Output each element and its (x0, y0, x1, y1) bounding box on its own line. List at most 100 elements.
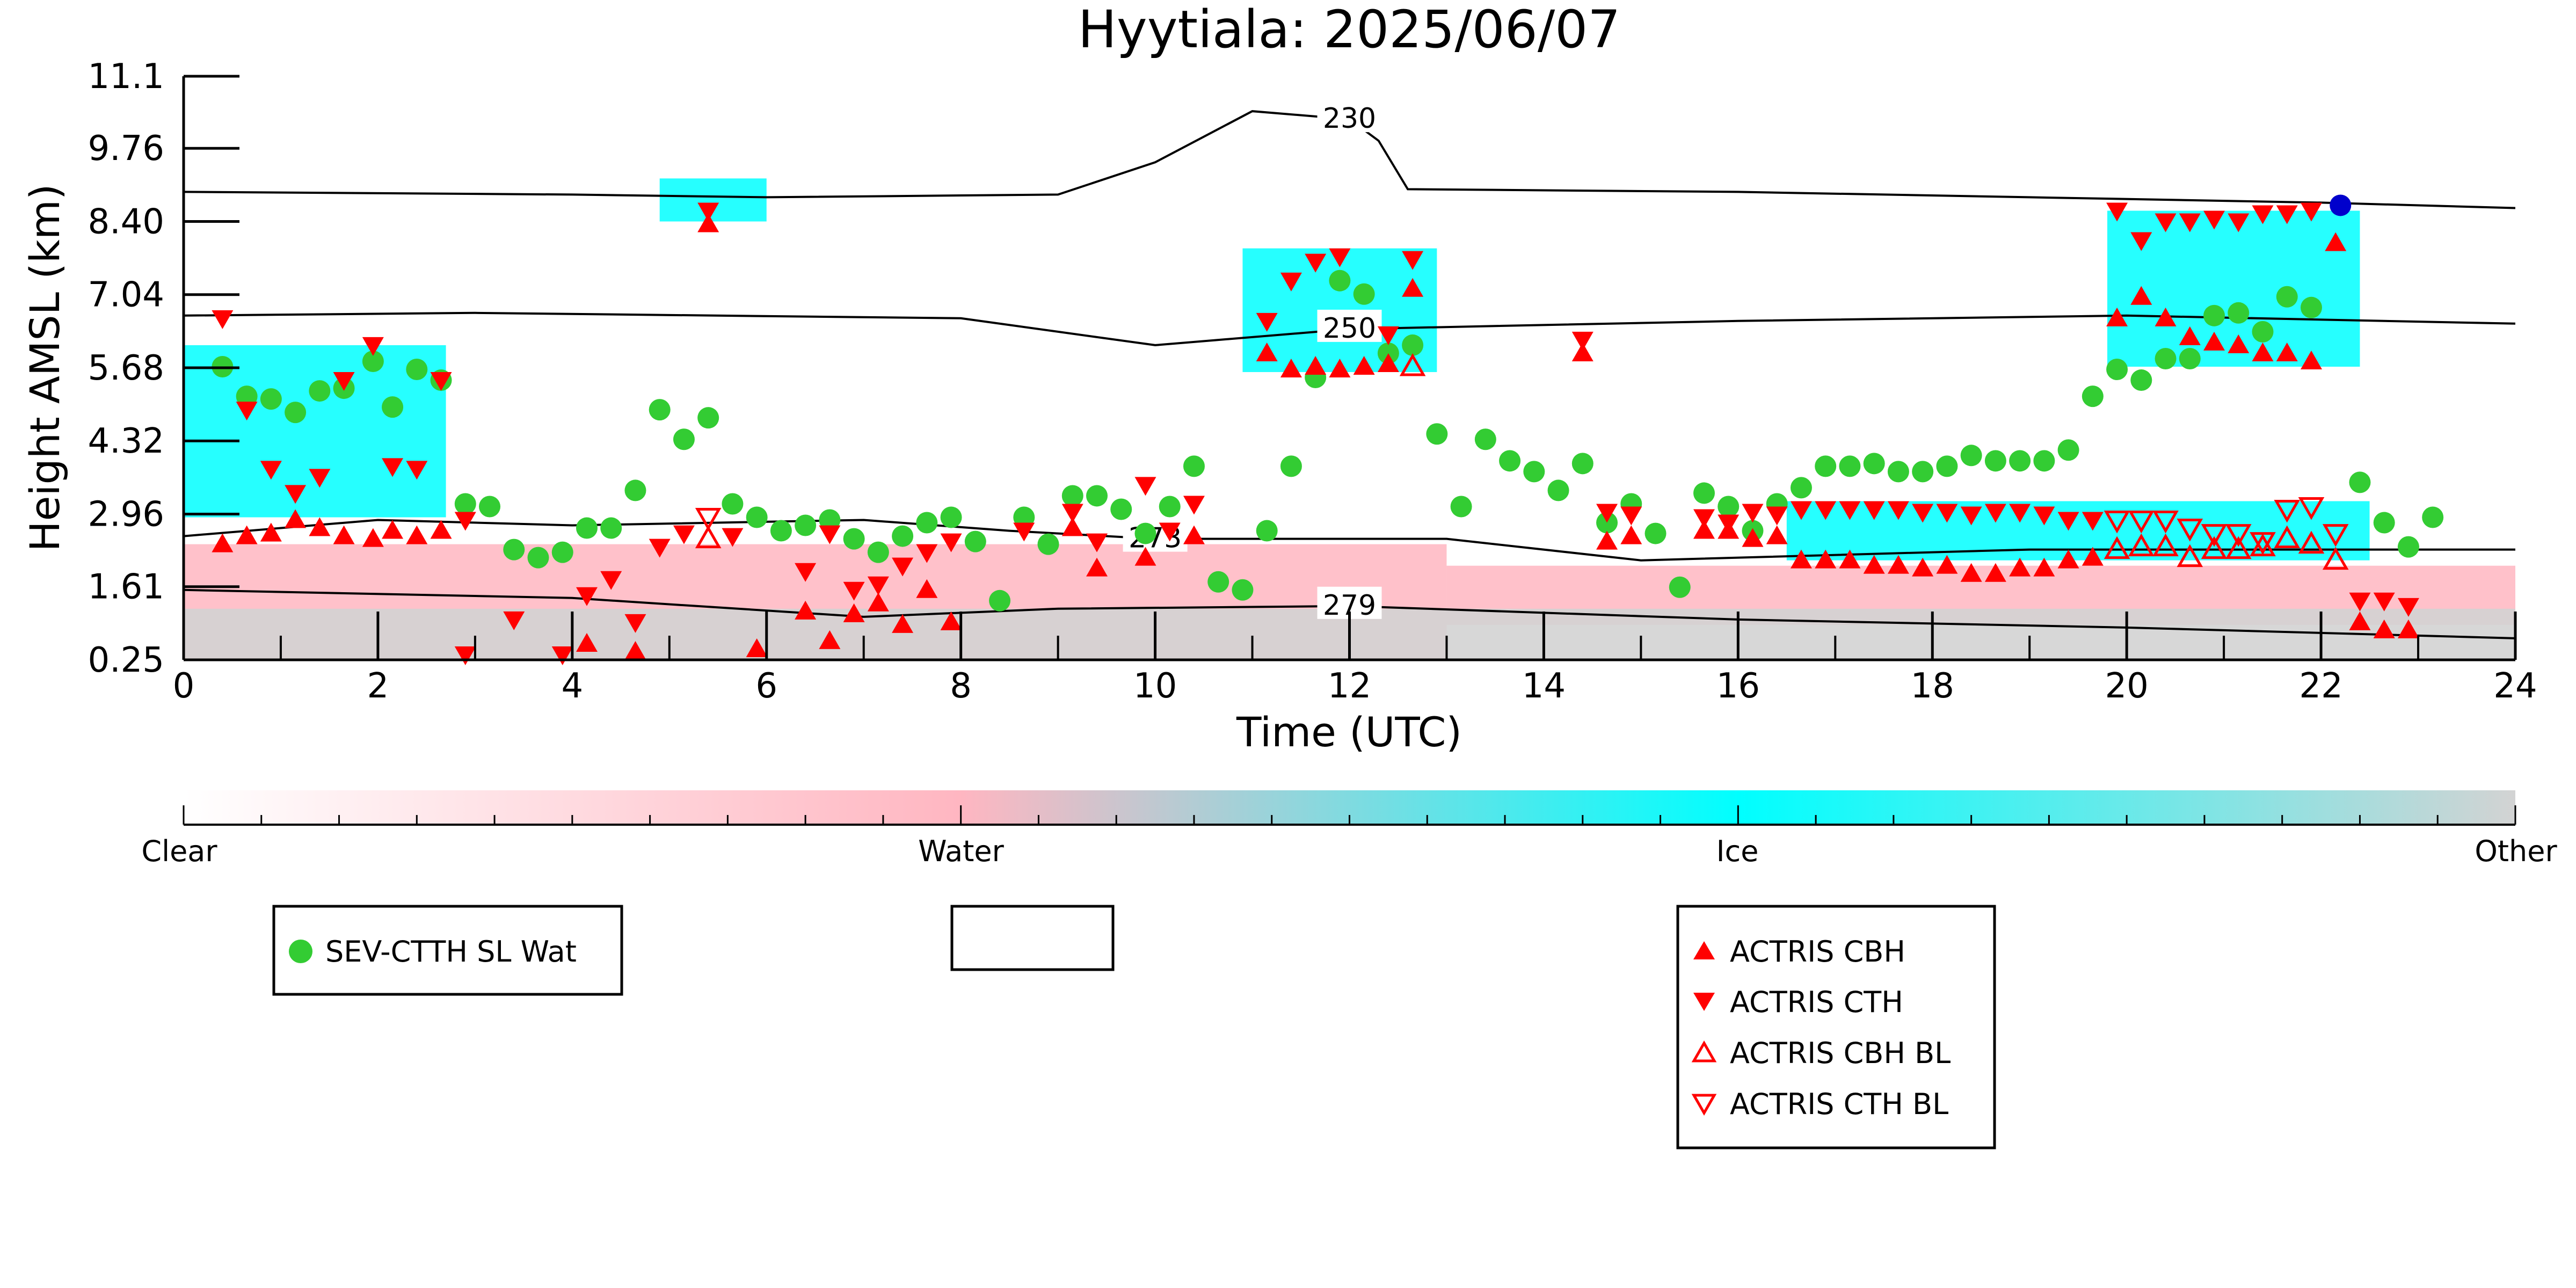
legend-box (1676, 905, 1996, 1149)
marker-triangle-down (1256, 312, 1278, 332)
marker-triangle-down (2276, 205, 2298, 224)
marker-circle (1232, 579, 1254, 601)
marker-triangle-down (624, 614, 646, 633)
y-tick-label: 4.32 (88, 421, 165, 461)
x-tick-label: 20 (2105, 666, 2148, 706)
marker-triangle-up-open (2104, 536, 2130, 559)
marker-circle (406, 359, 428, 381)
marker-triangle-up (1571, 342, 1593, 361)
marker-triangle-up (2179, 326, 2201, 345)
marker-triangle-up (576, 632, 598, 652)
marker-triangle-down-open (2128, 511, 2155, 534)
marker-triangle-up (1353, 355, 1375, 375)
marker-circle (1571, 453, 1593, 475)
marker-triangle-down (2033, 506, 2055, 526)
marker-triangle-down (2082, 512, 2104, 531)
marker-circle (916, 512, 938, 534)
marker-triangle-down (1984, 504, 2006, 523)
marker-triangle-up (867, 592, 889, 612)
marker-circle (479, 496, 501, 518)
marker-triangle-up (260, 522, 282, 542)
marker-triangle-down-open (2322, 524, 2349, 547)
marker-triangle-down (1377, 326, 1399, 345)
marker-triangle-down-open (2177, 519, 2203, 542)
marker-triangle-up (1329, 359, 1351, 378)
marker-triangle-down (2203, 210, 2225, 230)
marker-triangle-down (2130, 232, 2152, 251)
marker-triangle-up (1620, 525, 1642, 544)
marker-circle (2009, 450, 2031, 472)
marker-triangle-up (2203, 331, 2225, 351)
marker-circle (2203, 304, 2225, 326)
marker-circle (551, 541, 573, 563)
marker-triangle-up (940, 611, 962, 630)
marker-circle (2422, 506, 2444, 528)
legend-entry-label: ACTRIS CTH (1730, 985, 1903, 1019)
marker-circle (1936, 455, 1958, 477)
x-tick-label: 12 (1328, 666, 1371, 706)
marker-triangle-down (2300, 202, 2322, 222)
marker-triangle-up (624, 641, 646, 660)
marker-triangle-down (843, 581, 865, 601)
marker-triangle-up (1377, 353, 1399, 372)
marker-circle (795, 514, 817, 536)
marker-circle (1596, 512, 1618, 534)
marker-triangle-down (1766, 506, 1788, 526)
marker-circle (527, 547, 549, 569)
marker-triangle-down (236, 402, 258, 421)
marker-circle (2373, 512, 2395, 534)
marker-circle (1790, 477, 1812, 499)
marker-circle (1863, 453, 1885, 475)
marker-triangle-down (1887, 501, 1909, 520)
marker-triangle-down (2057, 512, 2079, 531)
marker-circle (746, 506, 768, 528)
marker-triangle-down (1839, 501, 1861, 520)
marker-triangle-up (1061, 517, 1083, 536)
marker-triangle-down (333, 372, 355, 391)
marker-triangle-up (1887, 555, 1909, 574)
marker-triangle-down (309, 469, 331, 488)
marker-circle (1377, 342, 1399, 364)
y-tick-label: 5.68 (88, 348, 165, 388)
y-tick-label: 1.61 (88, 567, 165, 607)
marker-triangle-up (1936, 555, 1958, 574)
marker-circle (1669, 576, 1691, 598)
marker-triangle-down (362, 337, 384, 356)
marker-circle (576, 517, 598, 539)
marker-triangle-down (1718, 514, 1740, 534)
marker-circle (1815, 455, 1837, 477)
marker-triangle-up (2349, 611, 2371, 630)
marker-triangle-up (2155, 307, 2177, 326)
marker-triangle-up-open (695, 525, 722, 549)
marker-circle (1960, 445, 1982, 467)
marker-triangle-down (1086, 533, 1108, 552)
legend-entry-label: SEV-CTTH SL Wat (325, 935, 577, 969)
x-tick-label: 16 (1716, 666, 1760, 706)
marker-triangle-up (1912, 557, 1934, 577)
marker-circle (1839, 455, 1861, 477)
marker-triangle-down (2009, 504, 2031, 523)
marker-triangle-up (212, 533, 234, 552)
marker-triangle-down (551, 646, 573, 665)
x-tick-label: 2 (367, 666, 389, 706)
marker-circle (2228, 302, 2250, 324)
marker-triangle-up-open (2177, 544, 2203, 567)
marker-circle (1887, 461, 1909, 483)
marker-circle (1426, 423, 1448, 445)
marker-triangle-up (1596, 530, 1618, 550)
marker-triangle-down (260, 461, 282, 480)
colorbar-label-ice: Ice (1716, 834, 1759, 868)
marker-circle (1256, 520, 1278, 542)
marker-triangle-down (1061, 504, 1083, 523)
marker-triangle-up-open (2152, 533, 2179, 557)
marker-circle (1499, 450, 1521, 472)
marker-triangle-up-open (2225, 536, 2252, 559)
marker-triangle-up (819, 630, 841, 649)
marker-triangle-down (600, 571, 622, 590)
marker-triangle-up (1766, 525, 1788, 544)
legend-marker-circle (289, 940, 312, 963)
marker-triangle-down (892, 557, 914, 577)
contour-label-bg (1317, 309, 1382, 342)
marker-triangle-up (2325, 232, 2347, 251)
marker-triangle-down (1571, 331, 1593, 351)
